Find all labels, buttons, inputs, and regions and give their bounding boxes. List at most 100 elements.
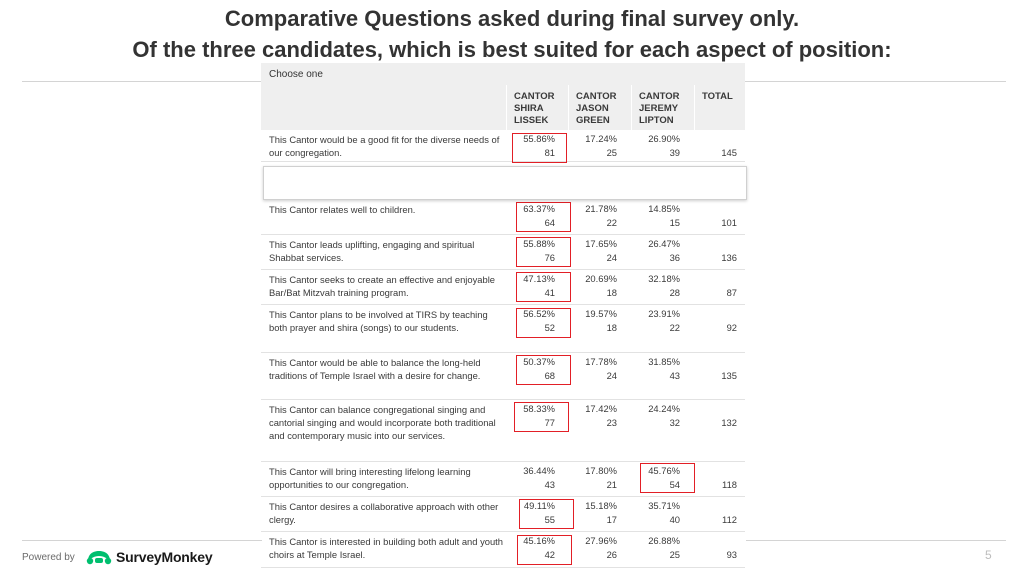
column-header-green: CANTOR JASON GREEN [576, 91, 617, 126]
response-count: 77 [544, 417, 555, 428]
response-count: 23 [606, 417, 617, 428]
table-row: This Cantor leads uplifting, engaging an… [261, 235, 745, 270]
question-divider-box [263, 166, 747, 200]
response-cell: 31.85% 43 [634, 353, 686, 400]
highlight-box [516, 272, 571, 302]
question-text: This Cantor is interested in building bo… [269, 536, 503, 560]
response-count: 42 [544, 549, 555, 560]
response-percent: 55.86% [523, 133, 555, 144]
response-percent: 63.37% [523, 203, 555, 214]
response-count: 43 [544, 479, 555, 490]
highlight-box [516, 308, 571, 338]
row-total: 92 [726, 322, 737, 333]
response-count: 39 [669, 147, 680, 158]
response-count: 24 [606, 252, 617, 263]
header-separator [506, 85, 507, 130]
question-text: This Cantor plans to be involved at TIRS… [269, 309, 488, 333]
powered-by-label: Powered by [22, 552, 75, 563]
response-cell: 35.71% 40 [634, 497, 686, 532]
response-count: 32 [669, 417, 680, 428]
response-cell: 45.76% 54 [634, 462, 686, 497]
response-count: 52 [544, 322, 555, 333]
response-percent: 19.57% [585, 308, 617, 319]
response-percent: 21.78% [585, 203, 617, 214]
table-row: This Cantor can balance congregational s… [261, 400, 745, 462]
response-count: 64 [544, 217, 555, 228]
slide-title-line-1: Comparative Questions asked during final… [224, 6, 800, 31]
response-percent: 58.33% [523, 403, 555, 414]
header-separator [631, 85, 632, 130]
response-percent: 32.18% [648, 273, 680, 284]
response-count: 26 [606, 549, 617, 560]
row-total: 101 [721, 217, 737, 228]
response-percent: 15.18% [585, 500, 617, 511]
response-percent: 20.69% [585, 273, 617, 284]
response-count: 54 [669, 479, 680, 490]
response-count: 36 [669, 252, 680, 263]
table-row: This Cantor would be able to balance the… [261, 353, 745, 400]
highlight-box [512, 133, 567, 163]
response-cell: 14.85% 15 [634, 200, 686, 235]
highlight-box [516, 237, 571, 267]
table-row: This Cantor plans to be involved at TIRS… [261, 305, 745, 353]
response-percent: 49.11% [523, 500, 555, 511]
page-number: 5 [985, 548, 992, 562]
response-percent: 35.71% [648, 500, 680, 511]
response-percent: 17.80% [585, 465, 617, 476]
footer-divider [22, 540, 262, 541]
response-percent: 45.16% [523, 535, 555, 546]
column-header-total: TOTAL [702, 91, 733, 102]
response-percent: 17.78% [585, 356, 617, 367]
response-cell: 56.52% 52 [509, 305, 561, 353]
question-text: This Cantor can balance congregational s… [269, 404, 496, 441]
response-count: 18 [606, 287, 617, 298]
highlight-box [516, 355, 571, 385]
choose-one-label: Choose one [261, 63, 745, 85]
response-cell: 19.57% 18 [571, 305, 623, 353]
footer-divider [746, 540, 1006, 541]
response-cell: 47.13% 41 [509, 270, 561, 305]
response-cell: 63.37% 64 [509, 200, 561, 235]
table-row: This Cantor seeks to create an effective… [261, 270, 745, 305]
response-count: 17 [606, 514, 617, 525]
response-cell: 17.24% 25 [571, 130, 623, 162]
response-cell: 36.44% 43 [509, 462, 561, 497]
response-cell: 32.18% 28 [634, 270, 686, 305]
response-count: 25 [669, 549, 680, 560]
response-percent: 31.85% [648, 356, 680, 367]
header-separator [694, 85, 695, 130]
response-cell: 55.88% 76 [509, 235, 561, 270]
table-row: This Cantor desires a collaborative appr… [261, 497, 745, 532]
response-cell: 17.78% 24 [571, 353, 623, 400]
question-text: This Cantor desires a collaborative appr… [269, 501, 499, 525]
row-total: 118 [722, 479, 737, 490]
response-count: 28 [669, 287, 680, 298]
response-count: 25 [606, 147, 617, 158]
response-cell: 45.16% 42 [509, 532, 561, 568]
response-cell: 27.96% 26 [571, 532, 623, 568]
response-cell: 24.24% 32 [634, 400, 686, 462]
row-total: 93 [726, 549, 737, 560]
highlight-box [519, 499, 574, 529]
response-count: 41 [544, 287, 555, 298]
table-row: This Cantor would be a good fit for the … [261, 130, 745, 162]
response-cell: 50.37% 68 [509, 353, 561, 400]
response-percent: 24.24% [648, 403, 680, 414]
response-count: 24 [606, 370, 617, 381]
highlight-box [514, 402, 569, 432]
response-percent: 45.76% [648, 465, 680, 476]
response-cell: 26.88% 25 [634, 532, 686, 568]
question-text: This Cantor would be a good fit for the … [269, 134, 500, 158]
response-count: 22 [606, 217, 617, 228]
row-total: 132 [721, 417, 737, 428]
response-count: 21 [606, 479, 617, 490]
question-text: This Cantor seeks to create an effective… [269, 274, 496, 298]
response-cell: 26.90% 39 [634, 130, 686, 162]
slide-title-line-2: Of the three candidates, which is best s… [132, 37, 892, 62]
column-header-lipton: CANTOR JEREMY LIPTON [639, 91, 680, 126]
response-cell: 49.11% 55 [509, 497, 561, 532]
response-percent: 27.96% [585, 535, 617, 546]
response-count: 81 [544, 147, 555, 158]
response-percent: 26.90% [648, 133, 680, 144]
response-cell: 17.42% 23 [571, 400, 623, 462]
